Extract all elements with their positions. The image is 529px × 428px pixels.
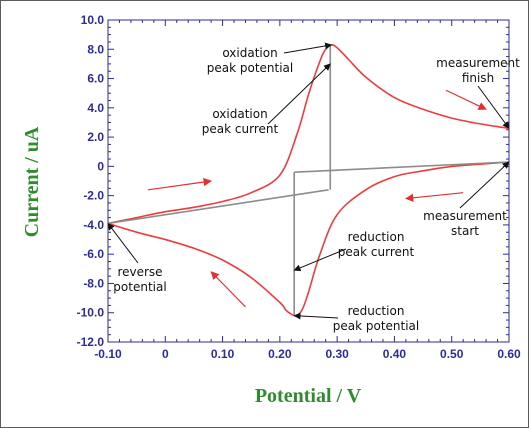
x-tick-label: 0.30: [325, 347, 349, 361]
red-peak-cur-label-line: reduction: [348, 230, 405, 244]
tick-labels: 10.0 8.0 6.0 4.0 2.0 0 -2.0 -4.0 -6.0 -8.0 -10.0 -1…: [77, 13, 521, 361]
meas-start-label-line: measurement: [423, 209, 507, 223]
dir-bottom-left-arrow: [210, 271, 246, 308]
ox-peak-cur-leader-arrow: [267, 63, 331, 125]
reduction-baseline-line: [294, 161, 510, 173]
rev-pot-label-line: reverse: [117, 265, 162, 279]
ox-peak-pot-label-line: oxidation: [222, 46, 277, 60]
y-tick-label: -8.0: [83, 276, 104, 290]
x-tick-label: 0: [162, 347, 169, 361]
ox-peak-pot-leader-arrow: [283, 42, 333, 54]
y-tick-label: -10.0: [77, 306, 105, 320]
x-axis-title: Potential / V: [255, 385, 362, 407]
axes: [107, 19, 510, 343]
meas-finish-label-line: measurement: [436, 56, 520, 70]
oxidation-baseline-line: [107, 189, 329, 225]
meas-finish-leader-arrow: [477, 85, 510, 129]
dir-mid-right-arrow: [405, 192, 464, 202]
meas-start-label: measurement start: [423, 209, 507, 238]
ox-peak-pot-label-line: peak potential: [207, 61, 294, 75]
y-tick-label: -2.0: [83, 189, 104, 203]
y-tick-label: 8.0: [87, 42, 104, 56]
meas-finish-label-line: finish: [462, 71, 494, 85]
red-peak-cur-label: reduction peak current: [338, 230, 415, 259]
y-tick-label: 10.0: [81, 13, 105, 27]
red-peak-pot-leader-arrow: [293, 312, 339, 320]
y-tick-label: 4.0: [87, 101, 104, 115]
y-axis-title: Current / uA: [21, 126, 43, 237]
meas-finish-label: measurement finish: [436, 56, 520, 85]
ox-peak-cur-label: oxidation peak current: [202, 107, 279, 136]
x-tick-label: 0.20: [268, 347, 292, 361]
dir-left-lower-arrow: [148, 177, 212, 191]
direction-arrows: [148, 89, 487, 308]
cv-curve-forward-line: [107, 161, 510, 317]
ox-peak-cur-label-line: peak current: [202, 122, 279, 136]
red-peak-cur-leader-arrow: [293, 248, 347, 272]
x-tick-label: 0.40: [383, 347, 407, 361]
red-peak-cur-label-line: peak current: [338, 245, 415, 259]
x-tick-label: 0.50: [440, 347, 464, 361]
ox-peak-cur-label-line: oxidation: [212, 107, 267, 121]
rev-pot-label: reverse potential: [113, 265, 166, 294]
x-tick-label: 0.60: [497, 347, 521, 361]
y-tick-label: -6.0: [83, 247, 104, 261]
y-tick-label: -4.0: [83, 218, 104, 232]
y-tick-label: 0: [97, 159, 104, 173]
x-tick-label: 0.10: [211, 347, 235, 361]
meas-start-label-line: start: [451, 224, 479, 238]
meas-start-leader-arrow: [459, 161, 510, 209]
rev-pot-label-line: potential: [113, 280, 166, 294]
y-tick-label: -12.0: [77, 335, 105, 349]
red-peak-pot-label-line: reduction: [348, 304, 405, 318]
y-tick-label: 6.0: [87, 72, 104, 86]
x-tick-label: -0.10: [94, 347, 122, 361]
ox-peak-pot-label: oxidation peak potential: [207, 46, 294, 75]
dir-top-right-arrow: [445, 89, 487, 110]
red-peak-pot-label-line: peak potential: [333, 319, 420, 333]
red-peak-pot-label: reduction peak potential: [333, 304, 420, 333]
rev-pot-leader-arrow: [107, 222, 139, 264]
y-tick-label: 2.0: [87, 130, 104, 144]
cv-curve-reverse-line: [107, 44, 510, 225]
